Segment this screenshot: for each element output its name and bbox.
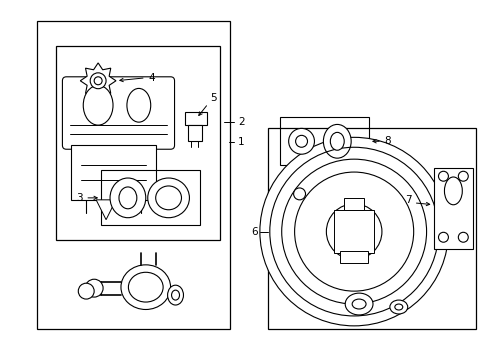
Circle shape — [293, 188, 305, 200]
Ellipse shape — [171, 290, 179, 300]
Circle shape — [438, 232, 447, 242]
Ellipse shape — [121, 265, 170, 310]
Ellipse shape — [83, 85, 113, 125]
Circle shape — [438, 171, 447, 181]
Text: 2: 2 — [238, 117, 244, 127]
Ellipse shape — [330, 132, 344, 150]
Text: 6: 6 — [251, 226, 257, 237]
Circle shape — [457, 232, 468, 242]
Polygon shape — [80, 63, 116, 99]
Ellipse shape — [394, 304, 402, 310]
Bar — [279, 117, 368, 165]
Bar — [185, 112, 207, 125]
Text: 1: 1 — [238, 137, 244, 147]
Ellipse shape — [345, 293, 372, 315]
Ellipse shape — [119, 187, 137, 209]
Bar — [71, 145, 155, 200]
Ellipse shape — [323, 125, 350, 158]
Circle shape — [295, 135, 307, 147]
Ellipse shape — [155, 186, 181, 210]
Ellipse shape — [110, 178, 145, 218]
Ellipse shape — [147, 178, 189, 218]
Ellipse shape — [127, 89, 150, 122]
Bar — [433, 168, 472, 249]
Circle shape — [85, 279, 103, 297]
Bar — [188, 125, 202, 141]
Circle shape — [94, 77, 102, 85]
Text: 7: 7 — [404, 195, 411, 205]
Bar — [267, 129, 475, 329]
Text: 4: 4 — [148, 73, 155, 83]
Circle shape — [325, 204, 381, 260]
Circle shape — [78, 283, 94, 299]
Text: 8: 8 — [383, 136, 390, 146]
Text: 5: 5 — [210, 93, 217, 103]
Bar — [56, 46, 220, 239]
Bar — [344, 198, 364, 210]
Circle shape — [336, 214, 371, 249]
Ellipse shape — [351, 299, 366, 309]
Bar — [340, 251, 367, 264]
Bar — [334, 210, 373, 253]
Bar — [101, 170, 200, 225]
Ellipse shape — [167, 285, 183, 305]
Ellipse shape — [444, 177, 461, 205]
Circle shape — [259, 137, 447, 326]
Bar — [37, 21, 230, 329]
Polygon shape — [96, 200, 116, 220]
Text: 3: 3 — [77, 193, 83, 203]
Circle shape — [288, 129, 314, 154]
Circle shape — [457, 171, 468, 181]
Circle shape — [90, 73, 106, 89]
Ellipse shape — [128, 272, 163, 302]
FancyBboxPatch shape — [62, 77, 174, 149]
Ellipse shape — [389, 300, 407, 314]
